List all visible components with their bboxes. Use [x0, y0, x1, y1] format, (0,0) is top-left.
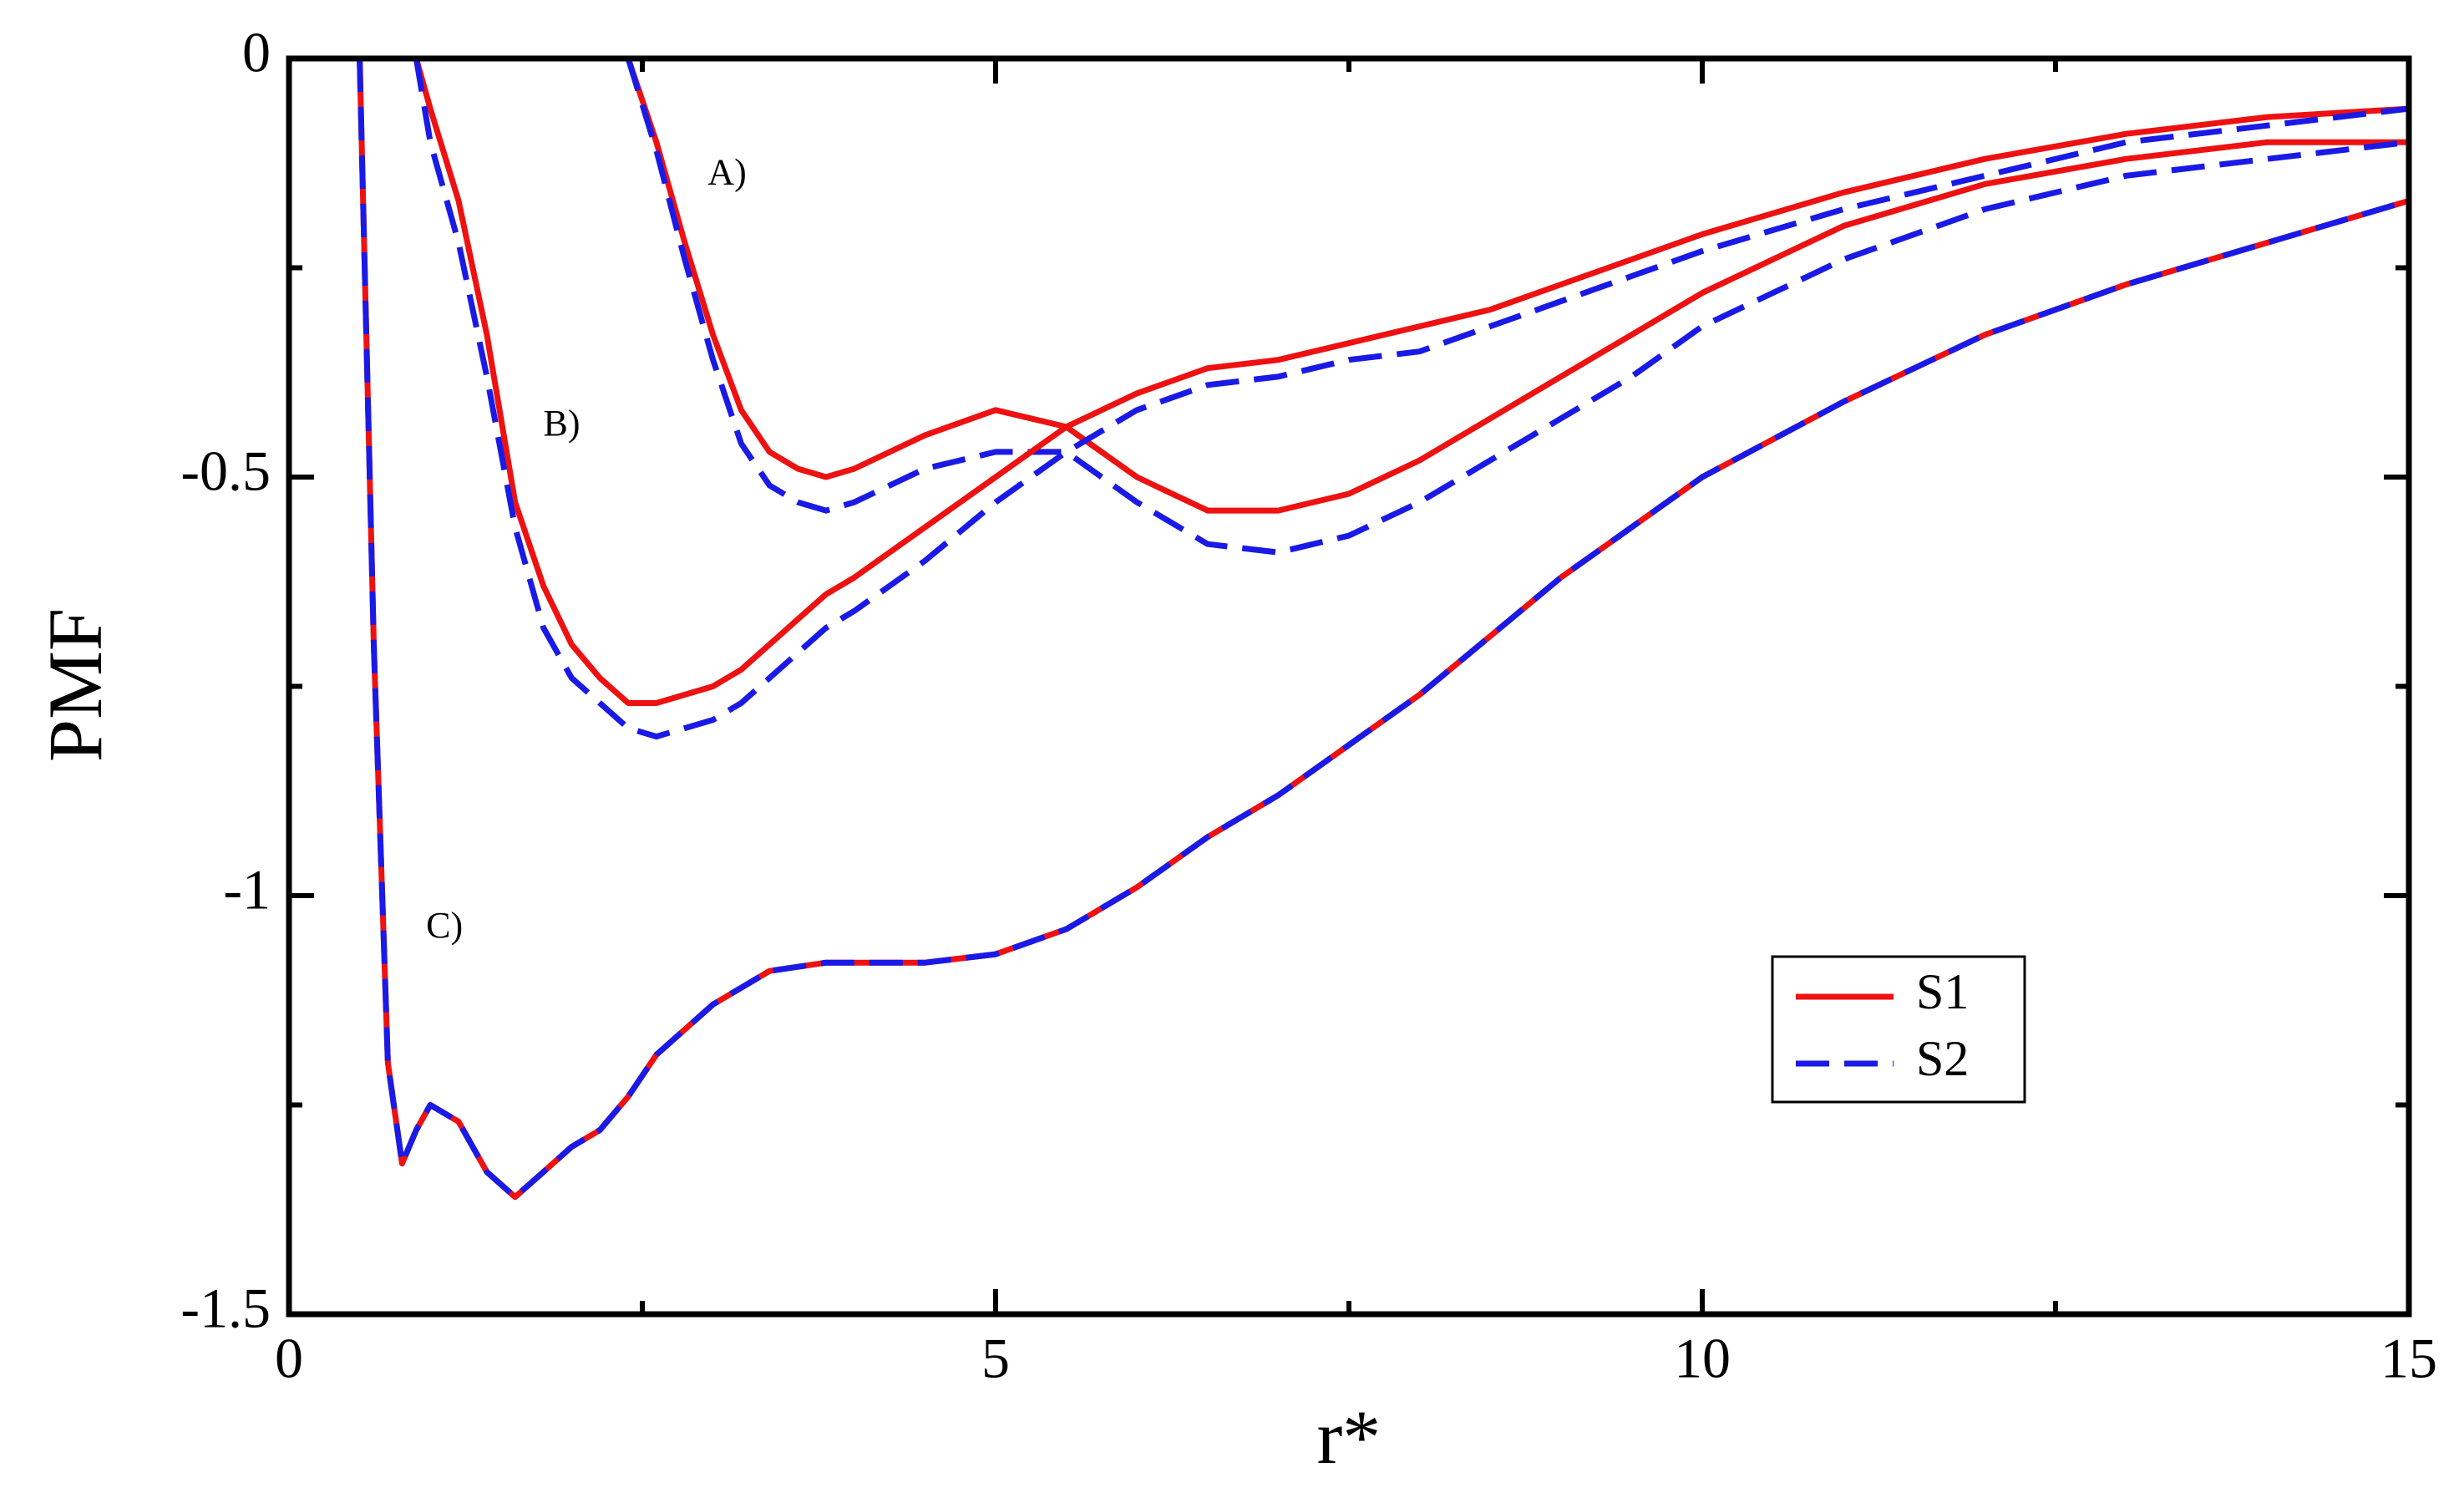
x-tick-label: 10 [1674, 1327, 1731, 1390]
legend-box [1771, 955, 2026, 1104]
curve-label: B) [544, 403, 581, 444]
curve-line [625, 58, 2409, 514]
x-axis-title: r* [1317, 1394, 1382, 1480]
legend-label: S1 [1916, 964, 1969, 1019]
legend-label: S2 [1916, 1031, 1969, 1086]
curve-line [625, 58, 2409, 556]
curve-line [357, 58, 2409, 1201]
x-tick-label: 5 [981, 1327, 1010, 1390]
y-tick-label: -0.5 [180, 439, 271, 503]
y-tick-label: -1.5 [180, 1277, 271, 1340]
y-tick-label: 0 [242, 21, 271, 84]
curve-label: A) [707, 151, 746, 192]
plot-frame [286, 55, 2412, 1318]
y-axis-title: PMF [33, 608, 118, 762]
y-tick-label: -1 [223, 858, 271, 922]
curve-line [413, 58, 2409, 740]
curve-line [413, 58, 2409, 706]
curve-label: C) [426, 905, 463, 946]
curve-line [357, 58, 2409, 1201]
x-tick-label: 0 [275, 1327, 303, 1390]
x-tick-label: 15 [2380, 1327, 2437, 1390]
plot-area [357, 58, 2409, 1201]
